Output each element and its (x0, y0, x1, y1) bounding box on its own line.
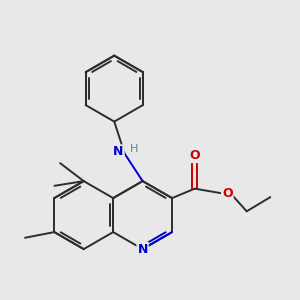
Text: N: N (113, 145, 124, 158)
Text: O: O (222, 187, 232, 200)
Text: N: N (137, 243, 148, 256)
Text: H: H (130, 144, 138, 154)
Text: O: O (189, 149, 200, 162)
